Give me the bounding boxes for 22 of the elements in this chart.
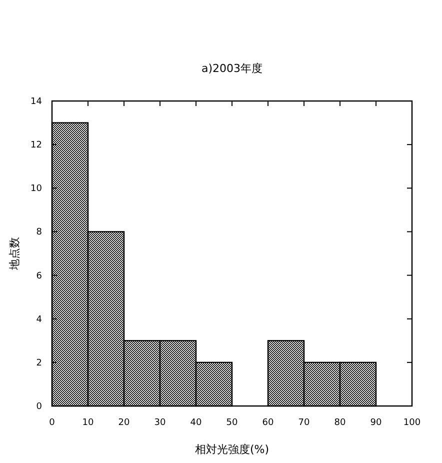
- x-tick-label: 70: [298, 418, 310, 428]
- y-tick-label: 8: [36, 228, 42, 238]
- y-tick-label: 2: [36, 358, 42, 368]
- x-tick-label: 40: [190, 418, 202, 428]
- x-tick-label: 60: [262, 418, 274, 428]
- y-tick-label: 10: [30, 184, 42, 194]
- chart-title: a)2003年度: [201, 62, 263, 75]
- x-tick-label: 80: [334, 418, 346, 428]
- x-tick-label: 30: [154, 418, 166, 428]
- y-tick-label: 0: [36, 402, 42, 412]
- x-tick-label: 90: [370, 418, 382, 428]
- x-tick-label: 20: [118, 418, 130, 428]
- y-tick-label: 4: [36, 314, 42, 325]
- y-tick-label: 6: [36, 271, 42, 282]
- x-axis-title: 相対光強度(%): [194, 443, 270, 456]
- x-tick-label: 0: [49, 418, 56, 428]
- y-tick-label: 14: [30, 97, 42, 107]
- y-axis-title: 地点数: [8, 237, 21, 271]
- x-tick-label: 10: [82, 418, 94, 428]
- x-tick-label: 50: [226, 418, 238, 428]
- x-tick-label: 100: [403, 418, 421, 428]
- y-tick-label: 12: [30, 140, 42, 151]
